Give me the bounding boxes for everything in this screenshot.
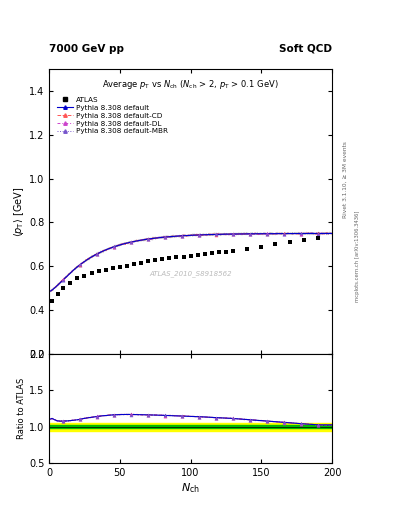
Text: ATLAS_2010_S8918562: ATLAS_2010_S8918562 — [149, 271, 232, 278]
Text: mcplots.cern.ch [arXiv:1306.3436]: mcplots.cern.ch [arXiv:1306.3436] — [355, 210, 360, 302]
Text: 7000 GeV pp: 7000 GeV pp — [49, 44, 124, 54]
Legend: ATLAS, Pythia 8.308 default, Pythia 8.308 default-CD, Pythia 8.308 default-DL, P: ATLAS, Pythia 8.308 default, Pythia 8.30… — [55, 96, 169, 136]
Text: Rivet 3.1.10, ≥ 3M events: Rivet 3.1.10, ≥ 3M events — [343, 141, 347, 218]
Text: Soft QCD: Soft QCD — [279, 44, 332, 54]
Y-axis label: $\langle p_{\mathrm{T}} \rangle$ [GeV]: $\langle p_{\mathrm{T}} \rangle$ [GeV] — [12, 186, 26, 237]
Y-axis label: Ratio to ATLAS: Ratio to ATLAS — [17, 378, 26, 439]
X-axis label: $N_{\mathrm{ch}}$: $N_{\mathrm{ch}}$ — [181, 481, 200, 495]
Text: Average $p_{\mathrm{T}}$ vs $N_{\mathrm{ch}}$ ($N_{\mathrm{ch}}$ > 2, $p_{\mathr: Average $p_{\mathrm{T}}$ vs $N_{\mathrm{… — [102, 78, 279, 91]
